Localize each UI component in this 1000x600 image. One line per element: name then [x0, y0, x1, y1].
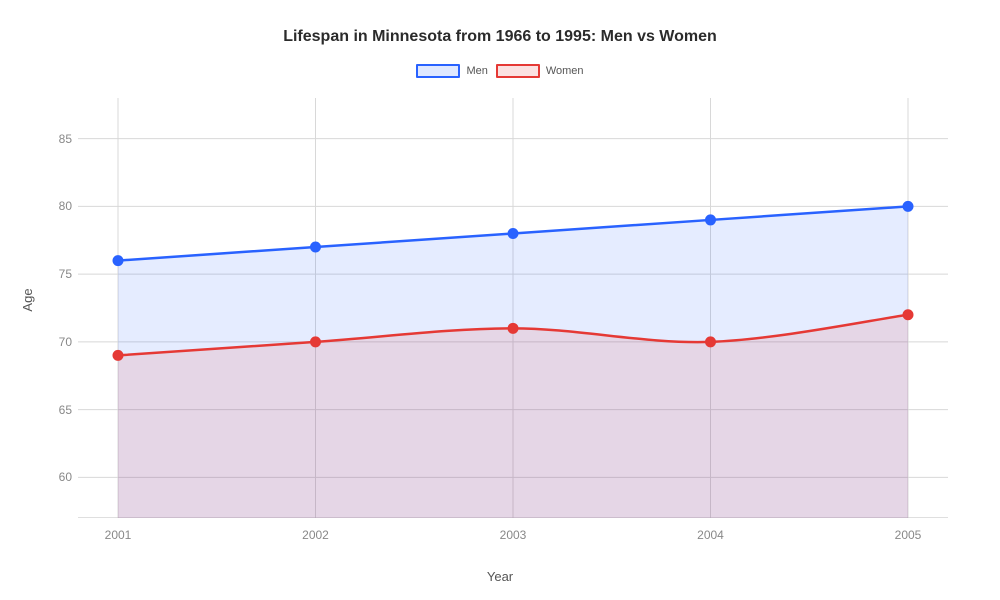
chart-title: Lifespan in Minnesota from 1966 to 1995:…: [0, 28, 1000, 46]
legend-item-men[interactable]: Men: [416, 64, 487, 78]
y-tick-label: 85: [44, 132, 72, 146]
x-tick-label: 2003: [483, 528, 543, 542]
x-tick-label: 2001: [88, 528, 148, 542]
x-tick-label: 2002: [286, 528, 346, 542]
lifespan-chart: Lifespan in Minnesota from 1966 to 1995:…: [0, 0, 1000, 600]
legend-label-men: Men: [466, 65, 487, 77]
legend-swatch-men: [416, 64, 460, 78]
x-tick-label: 2005: [878, 528, 938, 542]
x-tick-label: 2004: [681, 528, 741, 542]
chart-legend: Men Women: [0, 64, 1000, 78]
y-tick-label: 75: [44, 267, 72, 281]
x-axis-label: Year: [0, 569, 1000, 584]
y-tick-label: 65: [44, 403, 72, 417]
y-tick-label: 80: [44, 199, 72, 213]
y-axis-label: Age: [20, 288, 35, 311]
legend-item-women[interactable]: Women: [496, 64, 584, 78]
plot-area: [78, 98, 948, 518]
legend-label-women: Women: [546, 65, 584, 77]
legend-swatch-women: [496, 64, 540, 78]
y-tick-label: 70: [44, 335, 72, 349]
y-tick-label: 60: [44, 470, 72, 484]
